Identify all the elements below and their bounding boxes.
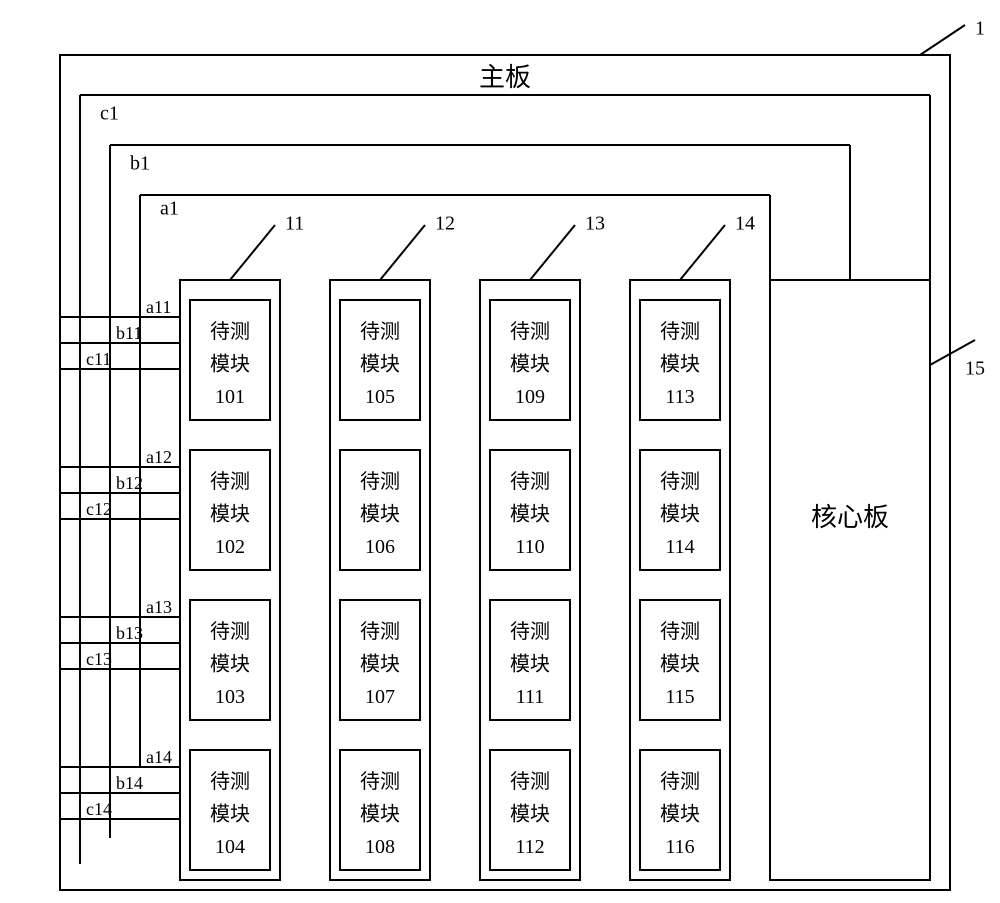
module-label1-109: 待测 [510, 320, 550, 343]
slot-callout-label-0: 11 [285, 213, 304, 235]
module-id-107: 107 [365, 686, 395, 708]
bus-c1-label: c1 [100, 103, 119, 125]
module-label2-105: 模块 [360, 353, 400, 376]
conn-c-label-1: c12 [86, 499, 112, 519]
slot-callout-line-1 [380, 225, 425, 280]
slot-callout-line-3 [680, 225, 725, 280]
module-label1-114: 待测 [660, 470, 700, 493]
module-label2-101: 模块 [210, 353, 250, 376]
conn-a-label-1: a12 [146, 447, 172, 467]
module-label1-106: 待测 [360, 470, 400, 493]
module-label1-116: 待测 [660, 770, 700, 793]
slot-callout-line-0 [230, 225, 275, 280]
conn-c-label-3: c14 [86, 799, 112, 819]
conn-c-label-0: c11 [86, 349, 111, 369]
module-label1-111: 待测 [510, 620, 550, 643]
module-id-116: 116 [665, 836, 694, 858]
module-id-103: 103 [215, 686, 245, 708]
module-label1-112: 待测 [510, 770, 550, 793]
conn-b-label-2: b13 [116, 623, 143, 643]
conn-b-label-1: b12 [116, 473, 143, 493]
module-label1-107: 待测 [360, 620, 400, 643]
coreboard-callout-label: 15 [965, 358, 985, 380]
module-id-104: 104 [215, 836, 245, 858]
module-label2-116: 模块 [660, 803, 700, 826]
coreboard-rect [770, 280, 930, 880]
mainboard-title: 主板 [479, 63, 531, 92]
mainboard-callout-line [920, 25, 965, 55]
module-id-114: 114 [665, 536, 694, 558]
module-label2-108: 模块 [360, 803, 400, 826]
slot-callout-line-2 [530, 225, 575, 280]
slot-callout-label-2: 13 [585, 213, 605, 235]
module-label1-115: 待测 [660, 620, 700, 643]
module-id-113: 113 [665, 386, 694, 408]
diagram-svg: 主板1c1b1a111121314核心板15待测模块101待测模块102待测模块… [0, 0, 1000, 903]
module-label2-112: 模块 [510, 803, 550, 826]
module-id-112: 112 [515, 836, 544, 858]
conn-a-label-2: a13 [146, 597, 172, 617]
module-label1-113: 待测 [660, 320, 700, 343]
module-id-109: 109 [515, 386, 545, 408]
module-label2-103: 模块 [210, 653, 250, 676]
module-id-110: 110 [515, 536, 544, 558]
conn-c-label-2: c13 [86, 649, 112, 669]
bus-a1-label: a1 [160, 198, 179, 220]
conn-b-label-0: b11 [116, 323, 142, 343]
bus-b1-label: b1 [130, 153, 150, 175]
module-id-102: 102 [215, 536, 245, 558]
module-label1-110: 待测 [510, 470, 550, 493]
slot-callout-label-1: 12 [435, 213, 455, 235]
module-id-101: 101 [215, 386, 245, 408]
mainboard-rect [60, 55, 950, 890]
module-label2-115: 模块 [660, 653, 700, 676]
module-label2-109: 模块 [510, 353, 550, 376]
module-id-108: 108 [365, 836, 395, 858]
module-id-105: 105 [365, 386, 395, 408]
module-label2-107: 模块 [360, 653, 400, 676]
module-id-115: 115 [665, 686, 694, 708]
conn-a-label-3: a14 [146, 747, 172, 767]
module-label1-102: 待测 [210, 470, 250, 493]
coreboard-label: 核心板 [811, 503, 889, 532]
module-label1-101: 待测 [210, 320, 250, 343]
module-label2-113: 模块 [660, 353, 700, 376]
module-label1-108: 待测 [360, 770, 400, 793]
module-label2-106: 模块 [360, 503, 400, 526]
conn-b-label-3: b14 [116, 773, 143, 793]
module-label2-104: 模块 [210, 803, 250, 826]
module-id-111: 111 [516, 686, 545, 708]
module-label1-104: 待测 [210, 770, 250, 793]
slot-callout-label-3: 14 [735, 213, 755, 235]
module-label2-102: 模块 [210, 503, 250, 526]
module-label2-114: 模块 [660, 503, 700, 526]
conn-a-label-0: a11 [146, 297, 171, 317]
mainboard-callout-label: 1 [975, 18, 985, 40]
module-label1-105: 待测 [360, 320, 400, 343]
module-label2-111: 模块 [510, 653, 550, 676]
module-label2-110: 模块 [510, 503, 550, 526]
module-id-106: 106 [365, 536, 395, 558]
module-label1-103: 待测 [210, 620, 250, 643]
